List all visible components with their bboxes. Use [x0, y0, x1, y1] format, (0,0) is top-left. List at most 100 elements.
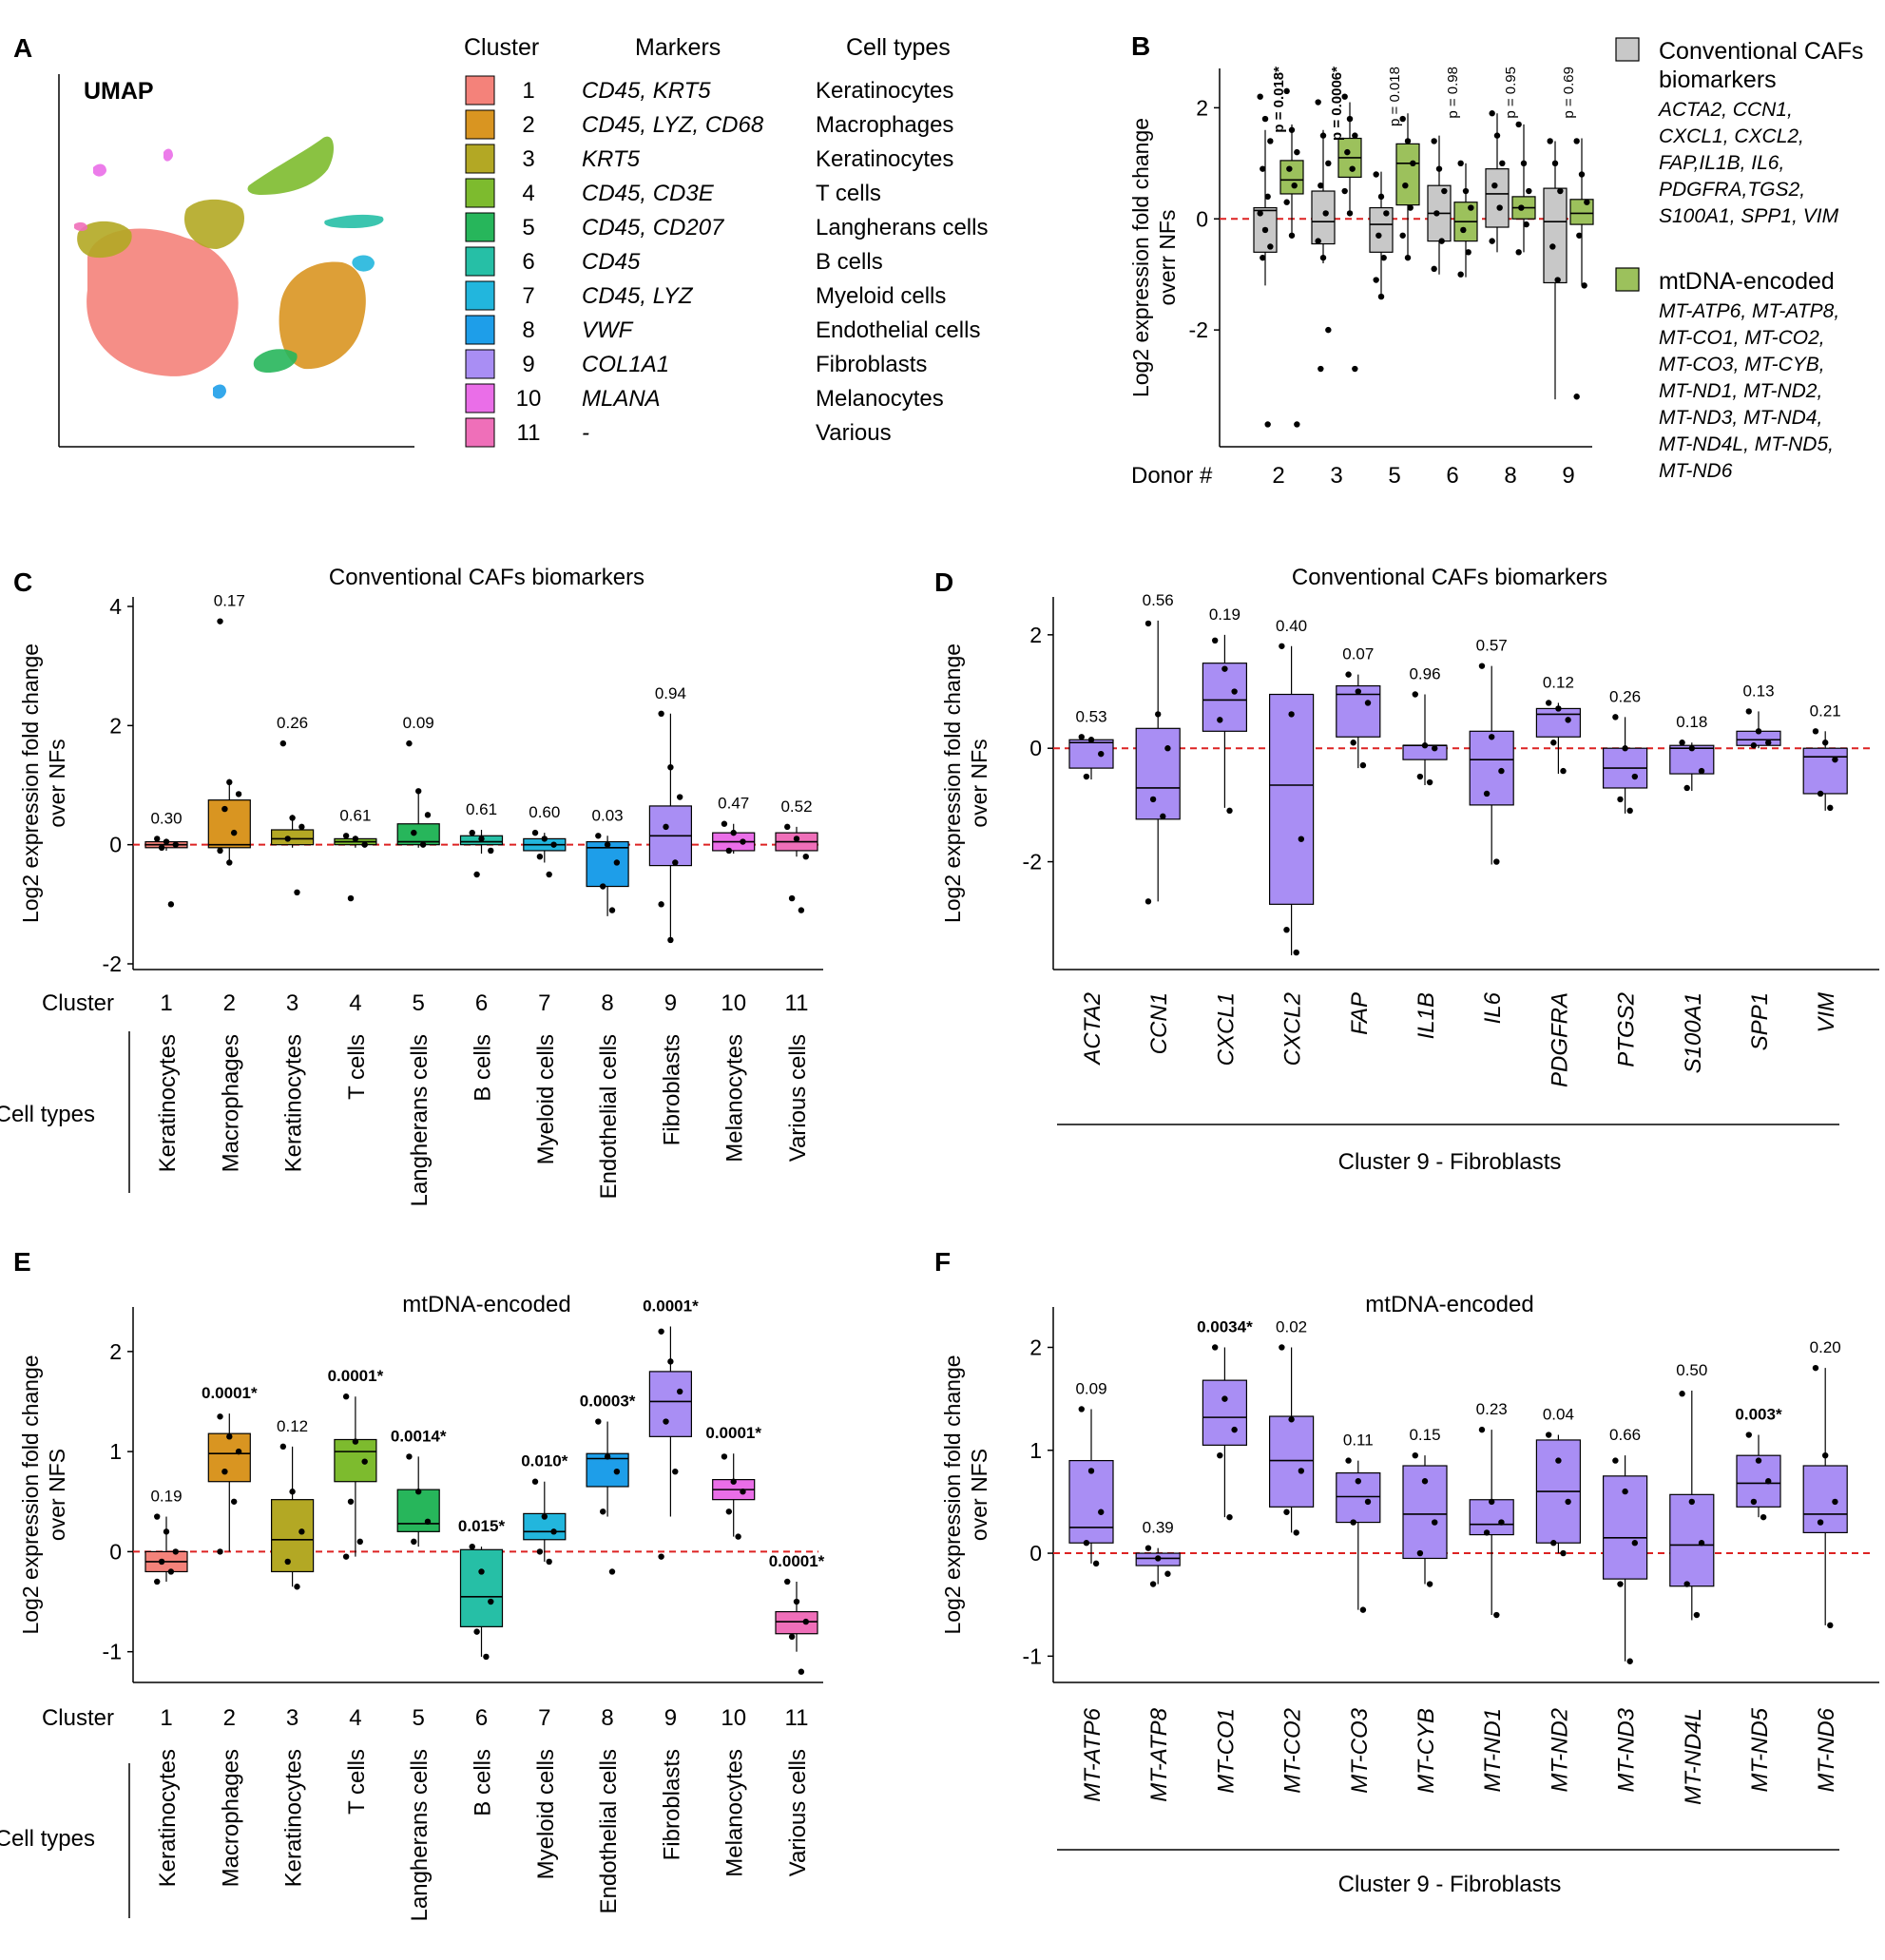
data-point	[1416, 1549, 1424, 1557]
data-point	[172, 1548, 179, 1555]
p-value: 0.0003*	[580, 1393, 636, 1411]
data-point	[604, 1453, 611, 1460]
cluster-cell-type: Langherans cells	[816, 215, 988, 240]
category-label: MT-CO1	[1213, 1708, 1239, 1794]
box-2	[271, 740, 315, 895]
data-point	[483, 1653, 490, 1661]
cluster-number: 2	[522, 112, 534, 138]
cluster-cell-type: B cells	[816, 249, 883, 275]
category-label: MT-ND1	[1480, 1708, 1506, 1792]
data-point	[1404, 254, 1412, 261]
data-point	[221, 1468, 228, 1475]
data-point	[1226, 1513, 1233, 1521]
data-point	[1560, 1549, 1567, 1557]
umap-cluster-c5	[253, 349, 298, 373]
data-point	[1298, 1468, 1305, 1474]
box-10	[1736, 708, 1781, 749]
data-point	[536, 854, 544, 860]
data-point	[1483, 790, 1491, 797]
p-value: 0.47	[718, 795, 749, 813]
data-point	[1322, 210, 1329, 217]
data-point	[1217, 717, 1223, 723]
data-point	[1550, 1540, 1557, 1547]
box-6	[1469, 1426, 1514, 1619]
box-0	[144, 836, 188, 908]
data-point	[1545, 700, 1552, 706]
data-point	[1341, 187, 1348, 195]
p-value: 0.0001*	[705, 1424, 761, 1442]
data-point	[608, 1568, 616, 1575]
y-tick-label: -2	[1023, 850, 1042, 874]
box-body	[1543, 187, 1568, 284]
cell-type-label: Langherans cells	[407, 1034, 433, 1206]
p-value: 0.0001*	[643, 1297, 699, 1316]
data-point	[1555, 705, 1562, 712]
data-point	[1573, 394, 1580, 400]
data-point	[1155, 1555, 1162, 1562]
data-point	[1557, 187, 1564, 195]
box-6	[523, 829, 567, 878]
cluster-markers: CD45, CD3E	[582, 181, 715, 206]
data-point	[1555, 1457, 1562, 1464]
data-point	[1750, 1498, 1758, 1506]
category-label: 3	[1330, 463, 1342, 489]
data-point	[676, 1388, 683, 1395]
data-point	[1364, 1498, 1372, 1506]
data-point	[1581, 282, 1587, 289]
data-point	[730, 1478, 737, 1485]
data-point	[1293, 949, 1299, 956]
data-point	[1631, 773, 1639, 780]
cluster-swatch	[465, 109, 495, 140]
p-value: 0.09	[1075, 1379, 1106, 1397]
category-label: MT-ATP6	[1080, 1707, 1106, 1801]
category-label: 8	[601, 1705, 613, 1731]
data-point	[531, 1478, 539, 1485]
data-point	[406, 740, 413, 747]
data-point	[1098, 750, 1105, 758]
box-body	[207, 799, 251, 849]
data-point	[1078, 1406, 1085, 1412]
box-body	[271, 1499, 315, 1573]
y-tick-label: 0	[1029, 736, 1042, 760]
legend-gene-line: FAP,IL1B, IL6,	[1659, 152, 1784, 174]
category-label: 6	[1446, 463, 1458, 489]
legend-swatch-mtdna	[1615, 267, 1640, 292]
data-point	[1315, 99, 1321, 106]
box-body	[1268, 693, 1315, 905]
umap-cluster-c1	[87, 228, 239, 376]
data-point	[1432, 1519, 1438, 1526]
box-11	[1802, 1364, 1848, 1629]
data-point	[1626, 1658, 1633, 1664]
box-5	[1402, 1451, 1448, 1587]
box-1	[1135, 620, 1181, 905]
p-value: p = 0.0006*	[1329, 67, 1345, 141]
data-point	[1318, 182, 1324, 189]
data-point	[1221, 1395, 1228, 1402]
data-point	[608, 907, 616, 913]
box-0	[1068, 1406, 1114, 1567]
data-point	[1489, 734, 1495, 740]
data-point	[1325, 326, 1332, 334]
cell-type-label: T cells	[344, 1034, 370, 1100]
category-label: MT-CO3	[1347, 1707, 1373, 1793]
data-point	[1832, 1498, 1838, 1506]
data-point	[289, 815, 296, 821]
p-value: 0.03	[592, 806, 624, 824]
data-point	[740, 1489, 746, 1495]
p-value: 0.0001*	[769, 1552, 825, 1570]
p-value: 0.26	[277, 714, 308, 732]
data-point	[230, 1498, 238, 1505]
box-4	[396, 1453, 440, 1547]
cluster-cell-type: Endothelial cells	[816, 317, 980, 343]
data-point	[1745, 708, 1752, 715]
box-body	[396, 823, 440, 846]
category-label: FAP	[1347, 992, 1373, 1035]
cell-type-label: Endothelial cells	[596, 1034, 622, 1199]
cluster-cell-type: Myeloid cells	[816, 283, 946, 309]
box-10	[775, 1578, 818, 1675]
data-point	[1144, 1545, 1152, 1551]
data-point	[347, 894, 355, 902]
box-7	[586, 833, 629, 916]
y-axis-label: Log2 expression fold change	[940, 1355, 965, 1634]
